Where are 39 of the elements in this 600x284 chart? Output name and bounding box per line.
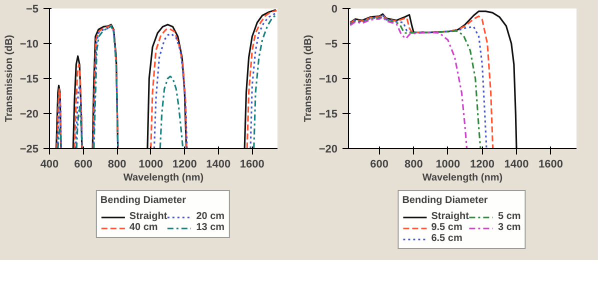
x-axis-title: Wavelength (nm) [422, 172, 503, 184]
legend-label: 6.5 cm [431, 233, 462, 244]
legend-label: 5 cm [498, 211, 521, 222]
y-tick-label: −5 [324, 38, 338, 50]
legend-title: Bending Diameter [100, 195, 187, 206]
y-tick-label: −20 [20, 108, 39, 120]
x-tick-label: 1600 [538, 158, 564, 170]
legend-label: 9.5 cm [431, 222, 462, 233]
y-axis-title: Transmission (dB) [4, 34, 15, 122]
y-tick-label: −15 [318, 108, 338, 120]
x-tick-label: 600 [74, 158, 92, 170]
x-tick-label: 1400 [206, 158, 231, 170]
legend-label: 3 cm [498, 222, 521, 233]
y-tick-label: −15 [20, 74, 39, 86]
y-tick-label: 0 [331, 4, 338, 16]
y-tick-label: −10 [318, 74, 338, 86]
x-tick-label: 1200 [470, 158, 494, 170]
x-tick-label: 1000 [436, 158, 460, 170]
x-tick-label: 600 [370, 158, 389, 170]
y-tick-label: −25 [20, 144, 39, 156]
legend-label: 20 cm [196, 211, 225, 222]
y-tick-label: −5 [26, 4, 39, 16]
x-axis-title: Wavelength (nm) [123, 172, 204, 184]
x-tick-label: 1400 [504, 158, 529, 170]
legend-label: 13 cm [196, 222, 225, 233]
x-tick-label: 800 [404, 158, 423, 170]
y-tick-label: −20 [318, 144, 338, 156]
y-tick-label: −10 [20, 38, 39, 50]
x-tick-label: 400 [40, 158, 59, 170]
x-tick-label: 1600 [240, 158, 264, 170]
legend-label: Straight [129, 211, 168, 222]
legend-label: Straight [431, 211, 469, 222]
x-tick-label: 1200 [172, 158, 197, 170]
x-tick-label: 1000 [138, 158, 164, 170]
y-axis-title: Transmission (dB) [302, 34, 314, 122]
x-tick-label: 800 [108, 158, 126, 170]
line-series [349, 10, 518, 148]
legend-title: Bending Diameter [402, 195, 489, 206]
legend-label: 40 cm [129, 222, 158, 233]
